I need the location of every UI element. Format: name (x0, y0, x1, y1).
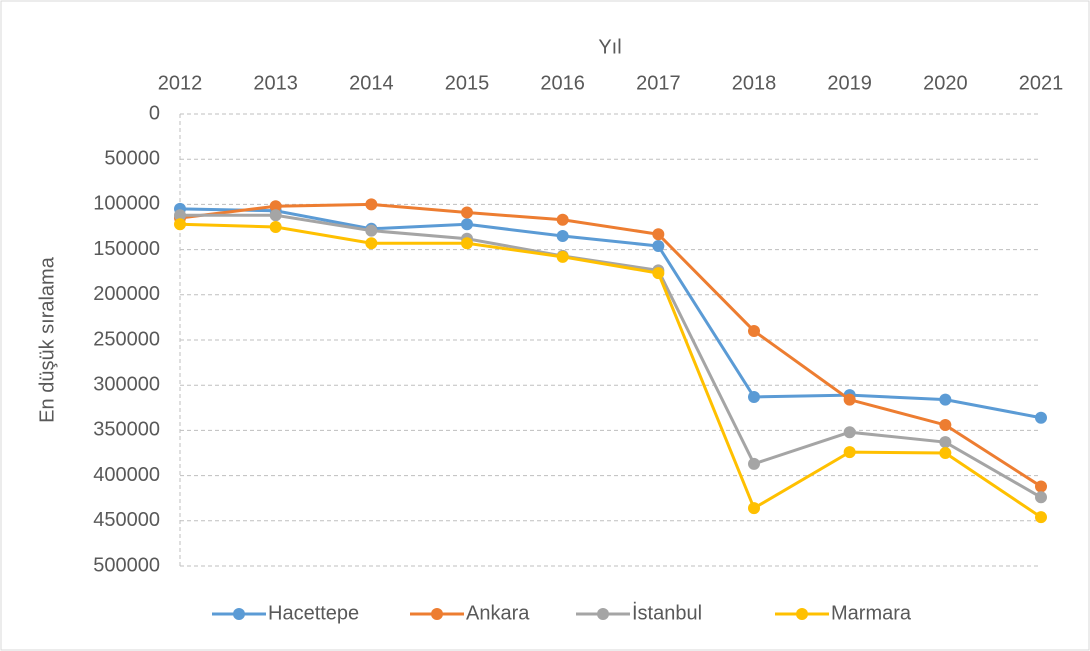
data-point (843, 393, 856, 406)
data-point (461, 206, 473, 219)
data-point (748, 457, 760, 470)
x-tick-label: 2019 (827, 72, 872, 94)
legend-label: Ankara (466, 602, 530, 624)
data-point (939, 447, 952, 459)
data-point (556, 230, 569, 243)
y-tick-label: 50000 (104, 147, 160, 169)
data-point (174, 209, 186, 222)
data-point (748, 324, 760, 337)
legend-marker (431, 608, 443, 620)
y-tick-label: 500000 (93, 554, 160, 576)
data-point (556, 213, 569, 226)
legend-marker (796, 608, 808, 620)
data-point (652, 267, 665, 280)
data-point (269, 200, 282, 213)
x-tick-label: 2015 (445, 72, 490, 94)
x-tick-label: 2020 (923, 72, 968, 94)
data-point (461, 218, 473, 231)
data-point (1035, 480, 1047, 493)
data-point (269, 209, 282, 222)
data-point (461, 237, 473, 250)
data-point (174, 218, 186, 231)
x-tick-label: 2021 (1019, 72, 1064, 94)
series-line (180, 213, 1042, 499)
legend-label: Hacettepe (268, 602, 359, 624)
data-point (748, 502, 760, 515)
y-tick-label: 300000 (93, 373, 160, 395)
data-point (269, 221, 282, 233)
y-tick-label: 200000 (93, 283, 160, 305)
data-point (939, 436, 952, 449)
data-point (365, 237, 378, 250)
x-tick-label: 2018 (732, 72, 777, 94)
x-tick-label: 2012 (158, 72, 203, 94)
data-point (1035, 511, 1047, 524)
x-tick-label: 2017 (636, 72, 681, 94)
series-line (179, 222, 1042, 519)
y-tick-label: 350000 (93, 419, 160, 441)
y-tick-label: 0 (149, 102, 160, 124)
data-point (652, 239, 665, 252)
series-line (179, 202, 1042, 488)
y-tick-label: 100000 (93, 193, 160, 215)
y-tick-label: 150000 (93, 238, 160, 260)
legend-marker (233, 608, 245, 620)
data-point (939, 418, 952, 431)
data-point (365, 224, 378, 237)
data-point (1035, 411, 1047, 424)
y-tick-label: 450000 (93, 509, 160, 531)
y-tick-label: 250000 (93, 328, 160, 350)
x-axis-title: Yıl (598, 36, 621, 58)
data-point (365, 198, 378, 211)
data-point (652, 228, 665, 241)
y-axis-title: En düşük sıralama (36, 256, 58, 423)
data-point (843, 426, 856, 439)
data-point (1035, 491, 1047, 504)
data-point (843, 446, 856, 459)
x-tick-label: 2014 (349, 72, 394, 94)
legend-marker (597, 608, 609, 620)
y-tick-label: 400000 (93, 464, 160, 486)
data-point (748, 390, 760, 403)
data-point (939, 393, 952, 406)
data-point (556, 250, 569, 263)
x-tick-label: 2016 (540, 72, 585, 94)
legend-label: İstanbul (632, 601, 702, 624)
x-tick-label: 2013 (253, 72, 298, 94)
series-line (179, 207, 1042, 420)
legend-label: Marmara (831, 602, 912, 624)
